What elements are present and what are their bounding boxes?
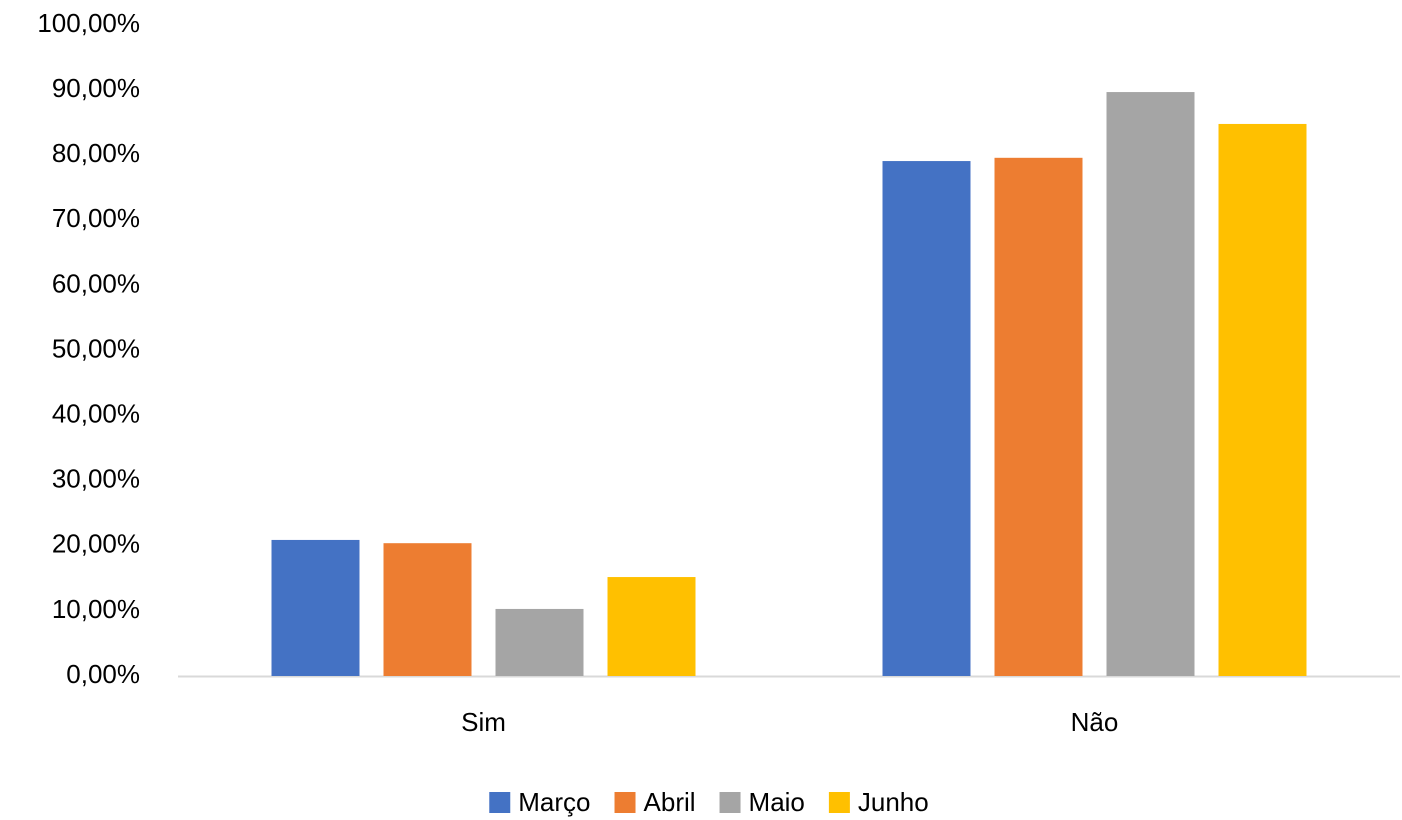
bar <box>1106 92 1195 677</box>
legend-label: Abril <box>644 787 696 817</box>
bar <box>882 161 971 676</box>
legend-swatch <box>719 792 741 813</box>
legend-label: Maio <box>749 787 805 817</box>
legend-swatch <box>614 792 636 813</box>
legend-swatch <box>828 792 850 813</box>
y-tick-label: 30,00% <box>52 464 140 494</box>
bar <box>994 157 1083 676</box>
x-tick-label: Sim <box>461 707 506 737</box>
bar <box>1218 123 1307 676</box>
x-tick-label: Não <box>1071 707 1119 737</box>
legend-label: Março <box>518 787 590 817</box>
legend-swatch <box>489 792 511 813</box>
y-tick-label: 60,00% <box>52 268 140 298</box>
y-tick-label: 70,00% <box>52 203 140 233</box>
y-tick-label: 50,00% <box>52 333 140 363</box>
y-tick-label: 20,00% <box>52 529 140 559</box>
y-tick-label: 80,00% <box>52 138 140 168</box>
y-tick-label: 40,00% <box>52 398 140 428</box>
bar <box>383 543 472 676</box>
bar <box>495 608 584 676</box>
y-tick-label: 0,00% <box>66 659 140 689</box>
bar <box>271 539 360 676</box>
y-tick-label: 10,00% <box>52 594 140 624</box>
y-tick-label: 100,00% <box>37 8 140 38</box>
y-tick-label: 90,00% <box>52 73 140 103</box>
bar <box>607 577 696 676</box>
legend-label: Junho <box>858 787 929 817</box>
